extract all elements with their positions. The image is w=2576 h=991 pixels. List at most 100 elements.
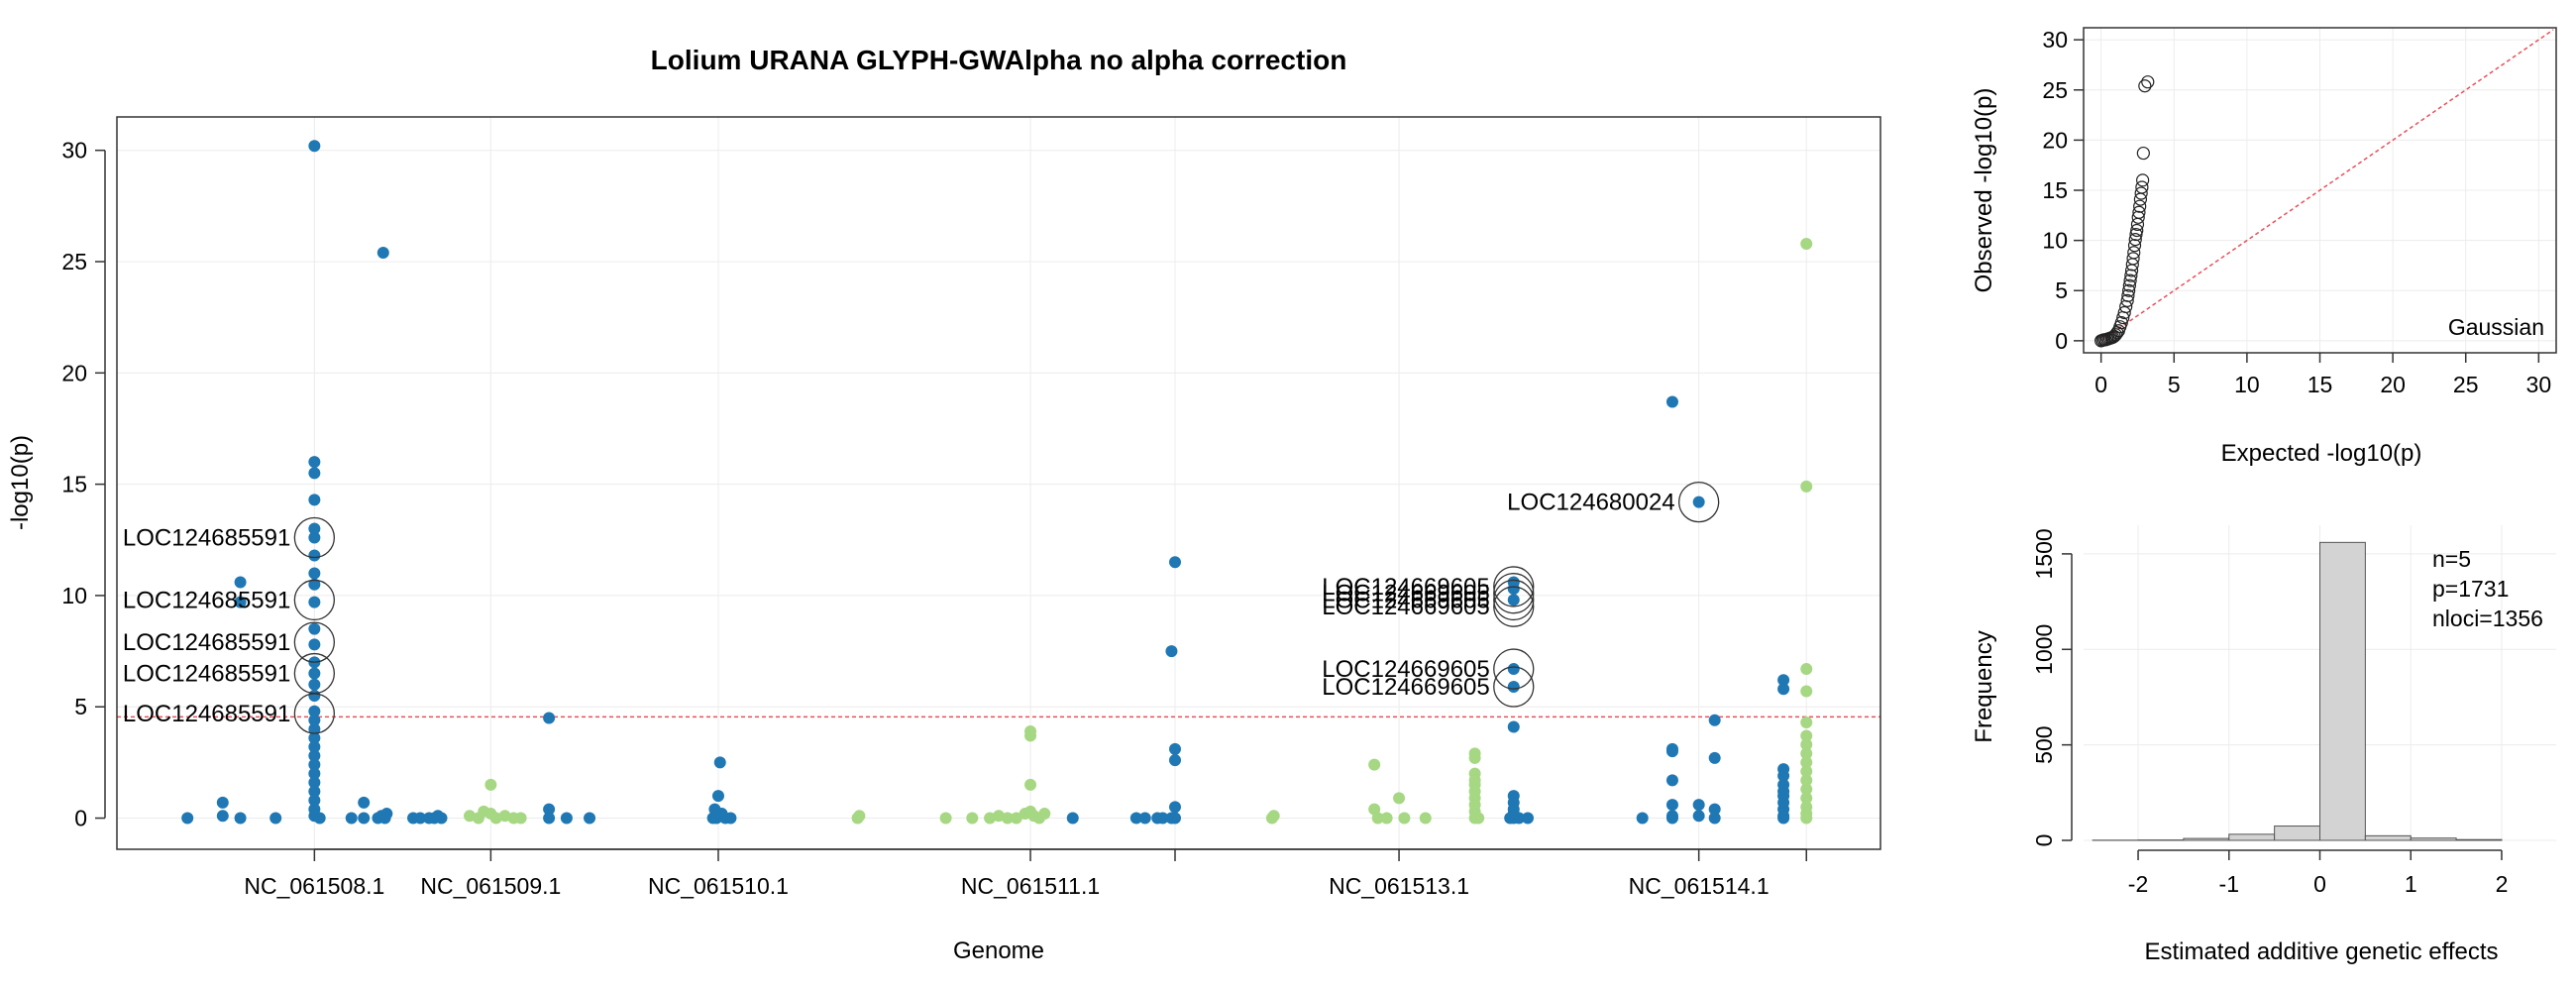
x-tick-label: 1 <box>2405 871 2417 897</box>
snp-point-green <box>1368 758 1381 771</box>
y-tick-label: 20 <box>2042 127 2068 153</box>
snp-point-blue <box>1665 799 1678 812</box>
snp-point-blue <box>234 576 247 589</box>
snp-point-blue <box>1692 799 1705 812</box>
snp-point-blue <box>308 749 321 762</box>
snp-point-blue <box>1665 774 1678 787</box>
snp-point-blue <box>234 596 247 608</box>
snp-point-green <box>1371 812 1384 825</box>
snp-point-green <box>1800 792 1813 805</box>
snp-point-green <box>1393 792 1406 805</box>
histogram-bar <box>2183 837 2230 841</box>
snp-point-blue <box>1507 663 1520 676</box>
x-tick-label: NC_061513.1 <box>1329 873 1469 899</box>
snp-point-blue <box>308 705 321 717</box>
manhattan-y-axis-label: -log10(p) <box>7 435 34 530</box>
snp-point-blue <box>414 812 427 825</box>
snp-point-blue <box>1522 812 1534 825</box>
qq-x-axis-label: Expected -log10(p) <box>2221 440 2422 467</box>
qq-point <box>2134 186 2148 200</box>
snp-point-green <box>484 778 497 791</box>
annotation-ring <box>1493 586 1535 627</box>
snp-point-green <box>514 812 527 825</box>
histogram-bar <box>2274 826 2320 841</box>
qq-plot: 0 5 10 15 20 25 30 0 5 10 15 20 25 30 Gaussian Expec… <box>1971 27 2557 467</box>
snp-point-blue <box>1165 645 1178 658</box>
snp-point-blue <box>358 796 371 809</box>
annotation-label: LOC124669605 <box>1322 574 1489 601</box>
snp-point-blue <box>1513 812 1526 825</box>
snp-point-blue <box>1504 812 1517 825</box>
snp-point-green <box>1800 729 1813 742</box>
snp-point-green <box>1800 756 1813 769</box>
snp-point-green <box>853 810 866 823</box>
histogram-bar <box>2410 837 2457 841</box>
snp-point-blue <box>711 790 724 803</box>
histogram-bar <box>2364 834 2412 841</box>
snp-point-blue <box>1507 594 1520 606</box>
qq-point <box>2136 146 2150 161</box>
x-tick-label: 2 <box>2496 871 2509 897</box>
snp-point-green <box>1024 778 1037 791</box>
snp-point-blue <box>543 812 556 825</box>
y-tick-label: 1500 <box>2031 528 2057 579</box>
snp-point-blue <box>1692 496 1705 508</box>
snp-point-blue <box>308 767 321 780</box>
snp-point-blue <box>1169 556 1181 569</box>
snp-point-blue <box>1665 745 1678 758</box>
manhattan-points <box>181 140 1813 825</box>
snp-point-blue <box>713 756 726 769</box>
snp-point-green <box>1800 663 1813 676</box>
snp-point-blue <box>308 794 321 807</box>
y-tick-label: 20 <box>61 360 87 385</box>
snp-point-blue <box>560 812 573 825</box>
snp-point-blue <box>308 776 321 789</box>
snp-point-green <box>1800 783 1813 796</box>
snp-point-blue <box>308 494 321 506</box>
y-tick-label: 0 <box>2031 834 2057 847</box>
snp-point-blue <box>308 622 321 635</box>
annotation-label: LOC124669605 <box>1322 656 1489 683</box>
qq-legend-label: Gaussian <box>2448 314 2544 340</box>
annotation-ring <box>293 516 336 559</box>
x-tick-label: 20 <box>2380 372 2406 397</box>
snp-point-blue <box>1665 812 1678 825</box>
snp-point-blue <box>1777 674 1790 687</box>
snp-point-blue <box>308 667 321 680</box>
annotation-label: LOC124669605 <box>1322 581 1489 607</box>
snp-point-blue <box>308 531 321 544</box>
qq-point <box>2128 233 2142 247</box>
snp-point-blue <box>1708 751 1721 764</box>
qq-point <box>2123 274 2137 287</box>
snp-point-green <box>1800 747 1813 760</box>
y-tick-label: 10 <box>61 583 87 608</box>
snp-point-blue <box>1665 395 1678 408</box>
annotation-label: LOC124685591 <box>123 701 290 727</box>
y-tick-label: 1000 <box>2031 624 2057 675</box>
snp-point-green <box>1800 480 1813 493</box>
qq-point <box>2133 199 2147 213</box>
snp-point-green <box>1001 812 1014 825</box>
x-tick-label: -2 <box>2128 871 2148 897</box>
snp-point-green <box>1267 810 1280 823</box>
annotation-label: LOC124685591 <box>123 661 290 688</box>
qq-points <box>2094 75 2155 348</box>
snp-point-green <box>1038 808 1051 821</box>
snp-point-blue <box>308 714 321 726</box>
y-tick-label: 25 <box>61 249 87 275</box>
qq-point <box>2138 79 2152 93</box>
x-tick-label: NC_061510.1 <box>648 873 789 899</box>
annotation-label: LOC124669605 <box>1322 587 1489 613</box>
snp-point-green <box>1010 812 1022 825</box>
snp-point-blue <box>308 596 321 608</box>
annotation-ring <box>293 621 336 663</box>
x-tick-label: 0 <box>2094 372 2107 397</box>
snp-point-blue <box>308 740 321 753</box>
qq-point <box>2131 210 2145 224</box>
annotation-ring <box>1493 579 1535 621</box>
snp-point-blue <box>1156 812 1169 825</box>
snp-point-blue <box>1169 754 1181 767</box>
qq-point <box>2121 288 2135 302</box>
y-tick-label: 30 <box>2042 27 2068 53</box>
qq-point <box>2124 269 2138 282</box>
